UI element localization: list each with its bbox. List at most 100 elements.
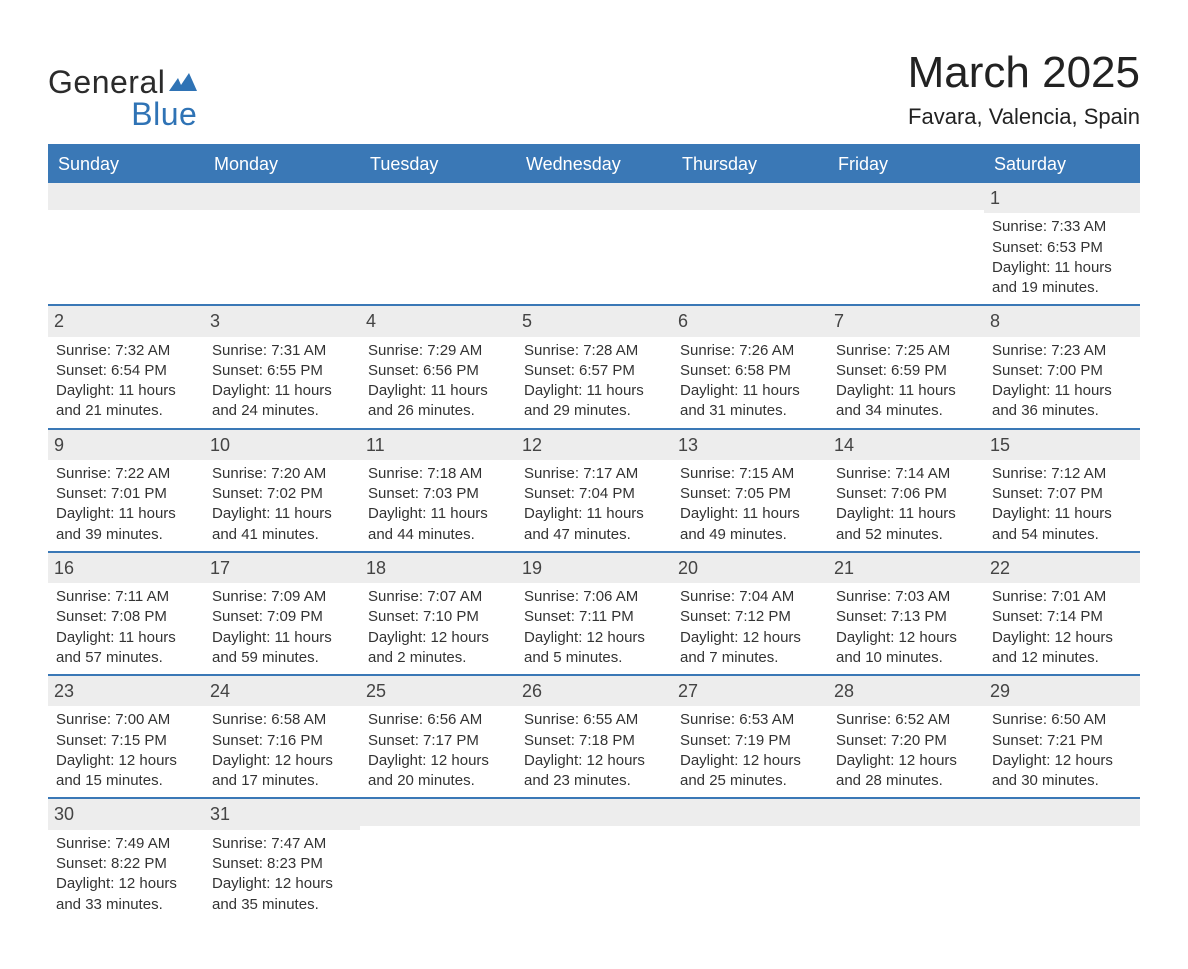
week-row: 30Sunrise: 7:49 AMSunset: 8:22 PMDayligh… <box>48 799 1140 920</box>
day-detail-dl1: Daylight: 11 hours <box>212 628 352 648</box>
week-row: 16Sunrise: 7:11 AMSunset: 7:08 PMDayligh… <box>48 553 1140 676</box>
day-cell: 14Sunrise: 7:14 AMSunset: 7:06 PMDayligh… <box>828 430 984 551</box>
day-detail-sunset: Sunset: 6:53 PM <box>992 238 1132 258</box>
day-cell: 26Sunrise: 6:55 AMSunset: 7:18 PMDayligh… <box>516 676 672 797</box>
empty-day-bar <box>828 183 984 210</box>
day-detail-sunrise: Sunrise: 7:33 AM <box>992 217 1132 237</box>
day-detail-sunrise: Sunrise: 7:28 AM <box>524 341 664 361</box>
day-detail-dl2: and 41 minutes. <box>212 525 352 545</box>
day-detail-dl2: and 36 minutes. <box>992 401 1132 421</box>
day-detail-dl1: Daylight: 11 hours <box>836 381 976 401</box>
day-detail-sunset: Sunset: 6:55 PM <box>212 361 352 381</box>
day-detail-sunset: Sunset: 7:03 PM <box>368 484 508 504</box>
day-detail-sunset: Sunset: 6:59 PM <box>836 361 976 381</box>
day-detail-dl1: Daylight: 12 hours <box>524 628 664 648</box>
day-detail-sunrise: Sunrise: 7:06 AM <box>524 587 664 607</box>
day-detail-sunset: Sunset: 7:12 PM <box>680 607 820 627</box>
day-detail-dl1: Daylight: 11 hours <box>680 381 820 401</box>
day-detail-dl1: Daylight: 12 hours <box>992 628 1132 648</box>
day-detail-sunrise: Sunrise: 6:50 AM <box>992 710 1132 730</box>
week-row: 23Sunrise: 7:00 AMSunset: 7:15 PMDayligh… <box>48 676 1140 799</box>
day-detail-sunrise: Sunrise: 7:32 AM <box>56 341 196 361</box>
day-number: 18 <box>360 553 516 583</box>
day-detail-dl2: and 57 minutes. <box>56 648 196 668</box>
day-number: 27 <box>672 676 828 706</box>
day-cell <box>516 183 672 304</box>
day-detail-sunrise: Sunrise: 7:22 AM <box>56 464 196 484</box>
day-detail-sunrise: Sunrise: 6:52 AM <box>836 710 976 730</box>
day-detail-sunset: Sunset: 7:16 PM <box>212 731 352 751</box>
day-cell <box>672 799 828 920</box>
day-detail-sunset: Sunset: 6:56 PM <box>368 361 508 381</box>
empty-day-bar <box>828 799 984 826</box>
day-cell: 9Sunrise: 7:22 AMSunset: 7:01 PMDaylight… <box>48 430 204 551</box>
day-number: 2 <box>48 306 204 336</box>
day-detail-sunrise: Sunrise: 6:56 AM <box>368 710 508 730</box>
empty-day-bar <box>516 799 672 826</box>
day-cell <box>828 183 984 304</box>
day-number: 3 <box>204 306 360 336</box>
week-row: 1Sunrise: 7:33 AMSunset: 6:53 PMDaylight… <box>48 183 1140 306</box>
day-detail-sunrise: Sunrise: 7:00 AM <box>56 710 196 730</box>
day-header: Saturday <box>984 146 1140 183</box>
day-detail-dl2: and 17 minutes. <box>212 771 352 791</box>
empty-day-bar <box>672 799 828 826</box>
day-detail-sunrise: Sunrise: 7:09 AM <box>212 587 352 607</box>
day-detail-sunset: Sunset: 7:15 PM <box>56 731 196 751</box>
day-cell: 1Sunrise: 7:33 AMSunset: 6:53 PMDaylight… <box>984 183 1140 304</box>
day-number: 13 <box>672 430 828 460</box>
empty-day-bar <box>984 799 1140 826</box>
day-detail-dl1: Daylight: 11 hours <box>368 504 508 524</box>
day-number: 26 <box>516 676 672 706</box>
wave-icon <box>169 66 197 98</box>
day-detail-dl1: Daylight: 11 hours <box>992 504 1132 524</box>
day-detail-dl1: Daylight: 12 hours <box>368 751 508 771</box>
day-cell <box>204 183 360 304</box>
day-detail-dl1: Daylight: 12 hours <box>212 874 352 894</box>
day-cell: 2Sunrise: 7:32 AMSunset: 6:54 PMDaylight… <box>48 306 204 427</box>
day-detail-sunrise: Sunrise: 7:14 AM <box>836 464 976 484</box>
day-detail-sunset: Sunset: 8:22 PM <box>56 854 196 874</box>
day-detail-dl1: Daylight: 12 hours <box>992 751 1132 771</box>
day-detail-dl2: and 26 minutes. <box>368 401 508 421</box>
day-detail-sunrise: Sunrise: 7:01 AM <box>992 587 1132 607</box>
day-cell <box>360 799 516 920</box>
day-number: 20 <box>672 553 828 583</box>
day-detail-dl1: Daylight: 12 hours <box>680 751 820 771</box>
day-number: 24 <box>204 676 360 706</box>
day-detail-dl1: Daylight: 12 hours <box>368 628 508 648</box>
day-detail-sunset: Sunset: 7:19 PM <box>680 731 820 751</box>
day-cell: 7Sunrise: 7:25 AMSunset: 6:59 PMDaylight… <box>828 306 984 427</box>
day-cell: 24Sunrise: 6:58 AMSunset: 7:16 PMDayligh… <box>204 676 360 797</box>
day-detail-sunset: Sunset: 7:05 PM <box>680 484 820 504</box>
day-number: 4 <box>360 306 516 336</box>
day-cell: 18Sunrise: 7:07 AMSunset: 7:10 PMDayligh… <box>360 553 516 674</box>
day-number: 5 <box>516 306 672 336</box>
day-detail-dl1: Daylight: 11 hours <box>368 381 508 401</box>
day-detail-dl1: Daylight: 12 hours <box>524 751 664 771</box>
day-header: Thursday <box>672 146 828 183</box>
day-number: 1 <box>984 183 1140 213</box>
day-detail-dl2: and 24 minutes. <box>212 401 352 421</box>
empty-day-bar <box>672 183 828 210</box>
day-cell <box>828 799 984 920</box>
day-detail-dl1: Daylight: 11 hours <box>212 381 352 401</box>
day-number: 29 <box>984 676 1140 706</box>
day-detail-sunset: Sunset: 7:09 PM <box>212 607 352 627</box>
day-header-row: Sunday Monday Tuesday Wednesday Thursday… <box>48 146 1140 183</box>
day-number: 15 <box>984 430 1140 460</box>
day-detail-dl1: Daylight: 11 hours <box>992 381 1132 401</box>
day-cell: 21Sunrise: 7:03 AMSunset: 7:13 PMDayligh… <box>828 553 984 674</box>
day-cell: 3Sunrise: 7:31 AMSunset: 6:55 PMDaylight… <box>204 306 360 427</box>
empty-day-bar <box>204 183 360 210</box>
day-cell: 12Sunrise: 7:17 AMSunset: 7:04 PMDayligh… <box>516 430 672 551</box>
day-detail-sunrise: Sunrise: 7:29 AM <box>368 341 508 361</box>
page-title: March 2025 <box>908 48 1140 98</box>
day-detail-dl2: and 35 minutes. <box>212 895 352 915</box>
empty-day-bar <box>360 799 516 826</box>
day-cell: 8Sunrise: 7:23 AMSunset: 7:00 PMDaylight… <box>984 306 1140 427</box>
page-header: General Blue March 2025 Favara, Valencia… <box>48 48 1140 130</box>
day-detail-sunrise: Sunrise: 7:18 AM <box>368 464 508 484</box>
day-cell: 10Sunrise: 7:20 AMSunset: 7:02 PMDayligh… <box>204 430 360 551</box>
day-detail-dl2: and 12 minutes. <box>992 648 1132 668</box>
